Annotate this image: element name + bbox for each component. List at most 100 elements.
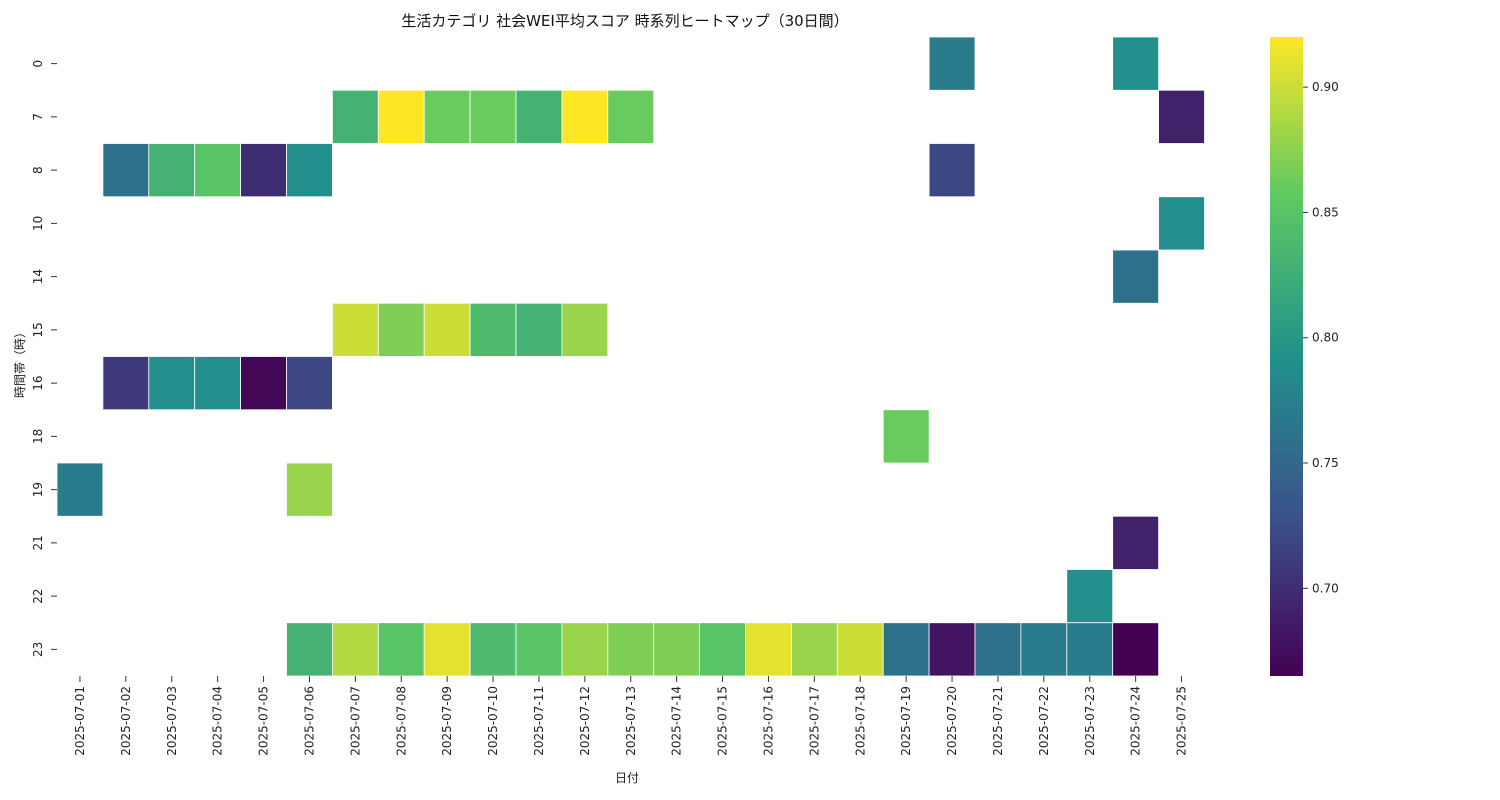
heatmap-cell xyxy=(377,622,425,677)
x-tick-label: 2025-07-04 xyxy=(211,686,225,756)
heatmap-cell xyxy=(194,143,241,198)
heatmap-cell xyxy=(928,36,976,91)
x-tick-label: 2025-07-09 xyxy=(440,686,454,756)
y-axis: 0 7 8 10 14 15 16 18 19 21 22 23 xyxy=(31,60,57,657)
heatmap-cell xyxy=(974,622,1022,677)
heatmap-cell xyxy=(882,409,930,464)
heatmap-cell xyxy=(469,89,517,144)
y-tick-label: 14 xyxy=(31,269,45,284)
heatmap-cell xyxy=(102,356,150,411)
heatmap-cell xyxy=(882,622,930,677)
colorbar-tick-label: 0.70 xyxy=(1312,581,1339,595)
x-tick-label: 2025-07-15 xyxy=(716,686,730,756)
heatmap-cell xyxy=(469,622,517,677)
x-tick-label: 2025-07-20 xyxy=(945,686,959,756)
heatmap-cell xyxy=(607,89,655,144)
y-axis-label: 時間帯（時） xyxy=(13,326,27,398)
heatmap-cell xyxy=(377,89,425,144)
heatmap-cell xyxy=(561,89,609,144)
x-tick-label: 2025-07-03 xyxy=(165,686,179,756)
heatmap-cell xyxy=(286,462,333,517)
heatmap-cell xyxy=(1112,515,1159,570)
x-tick-label: 2025-07-21 xyxy=(991,686,1005,756)
colorbar-tick-label: 0.80 xyxy=(1312,331,1339,345)
heatmap-cell xyxy=(286,356,333,411)
y-tick-label: 8 xyxy=(31,166,45,174)
heatmap-cell xyxy=(240,143,287,198)
heatmap-cell xyxy=(1066,569,1114,624)
heatmap-cell xyxy=(1158,89,1205,144)
heatmap-cell xyxy=(699,622,746,677)
colorbar-ticks: 0.70 0.75 0.80 0.85 0.90 xyxy=(1303,80,1339,595)
x-tick-label: 2025-07-14 xyxy=(670,686,684,756)
x-tick-label: 2025-07-13 xyxy=(624,686,638,756)
heatmap-cell xyxy=(423,89,471,144)
x-tick-label: 2025-07-18 xyxy=(853,686,867,756)
heatmap-cell xyxy=(928,622,976,677)
x-tick-label: 2025-07-17 xyxy=(807,686,821,756)
heatmap-cell xyxy=(423,622,471,677)
y-tick-label: 23 xyxy=(31,642,45,657)
x-axis-label: 日付 xyxy=(615,771,639,785)
heatmap-cell xyxy=(469,302,517,357)
y-tick-label: 16 xyxy=(31,375,45,390)
x-tick-label: 2025-07-11 xyxy=(532,686,546,756)
colorbar-tick-label: 0.90 xyxy=(1312,80,1339,94)
x-tick-label: 2025-07-05 xyxy=(257,686,271,756)
heatmap-cell xyxy=(928,143,976,198)
x-tick-label: 2025-07-01 xyxy=(73,686,87,756)
y-tick-label: 18 xyxy=(31,429,45,444)
heatmap-cell xyxy=(240,356,287,411)
heatmap-cell xyxy=(286,143,333,198)
x-tick-label: 2025-07-08 xyxy=(394,686,408,756)
heatmap-cell xyxy=(148,143,196,198)
y-tick-label: 21 xyxy=(31,535,45,550)
heatmap-cell xyxy=(1112,36,1159,91)
y-tick-label: 7 xyxy=(31,113,45,121)
heatmap-cell xyxy=(1112,622,1159,677)
heatmap-cell xyxy=(607,622,655,677)
heatmap-cell xyxy=(1066,622,1114,677)
y-tick-label: 22 xyxy=(31,588,45,603)
y-tick-label: 15 xyxy=(31,322,45,337)
x-axis: 2025-07-01 2025-07-02 2025-07-03 2025-07-04… xyxy=(73,676,1189,756)
heatmap-cell xyxy=(561,302,609,357)
x-tick-label: 2025-07-19 xyxy=(899,686,913,756)
heatmap-cell xyxy=(745,622,792,677)
colorbar-tick-label: 0.75 xyxy=(1312,456,1339,470)
x-tick-label: 2025-07-02 xyxy=(119,686,133,756)
heatmap-cell xyxy=(331,302,379,357)
colorbar xyxy=(1270,37,1303,676)
heatmap-cell xyxy=(331,89,379,144)
x-tick-label: 2025-07-07 xyxy=(348,686,362,756)
x-tick-label: 2025-07-23 xyxy=(1083,686,1097,756)
heatmap-cell xyxy=(1112,249,1159,304)
x-tick-label: 2025-07-16 xyxy=(761,686,775,756)
heatmap-cell xyxy=(148,356,196,411)
heatmap-cell xyxy=(423,302,471,357)
heatmap-cell xyxy=(561,622,609,677)
heatmap-cell xyxy=(836,622,884,677)
heatmap-cell xyxy=(377,302,425,357)
heatmap-cell xyxy=(653,622,701,677)
x-tick-label: 2025-07-22 xyxy=(1037,686,1051,756)
heatmap-cell xyxy=(515,302,563,357)
y-tick-label: 19 xyxy=(31,482,45,497)
chart-title: 生活カテゴリ 社会WEI平均スコア 時系列ヒートマップ（30日間） xyxy=(401,12,849,30)
heatmap-cell xyxy=(56,462,104,517)
heatmap-cell xyxy=(1158,196,1205,251)
y-tick-label: 10 xyxy=(31,216,45,231)
heatmap-cell xyxy=(194,356,241,411)
heatmap-cells xyxy=(56,36,1205,677)
heatmap-cell xyxy=(331,622,379,677)
heatmap-cell xyxy=(286,622,333,677)
y-tick-label: 0 xyxy=(31,60,45,68)
heatmap-cell xyxy=(102,143,150,198)
heatmap-cell xyxy=(1020,622,1068,677)
x-tick-label: 2025-07-12 xyxy=(578,686,592,756)
colorbar-tick-label: 0.85 xyxy=(1312,205,1339,219)
heatmap-cell xyxy=(515,622,563,677)
x-tick-label: 2025-07-06 xyxy=(302,686,316,756)
heatmap-cell xyxy=(515,89,563,144)
